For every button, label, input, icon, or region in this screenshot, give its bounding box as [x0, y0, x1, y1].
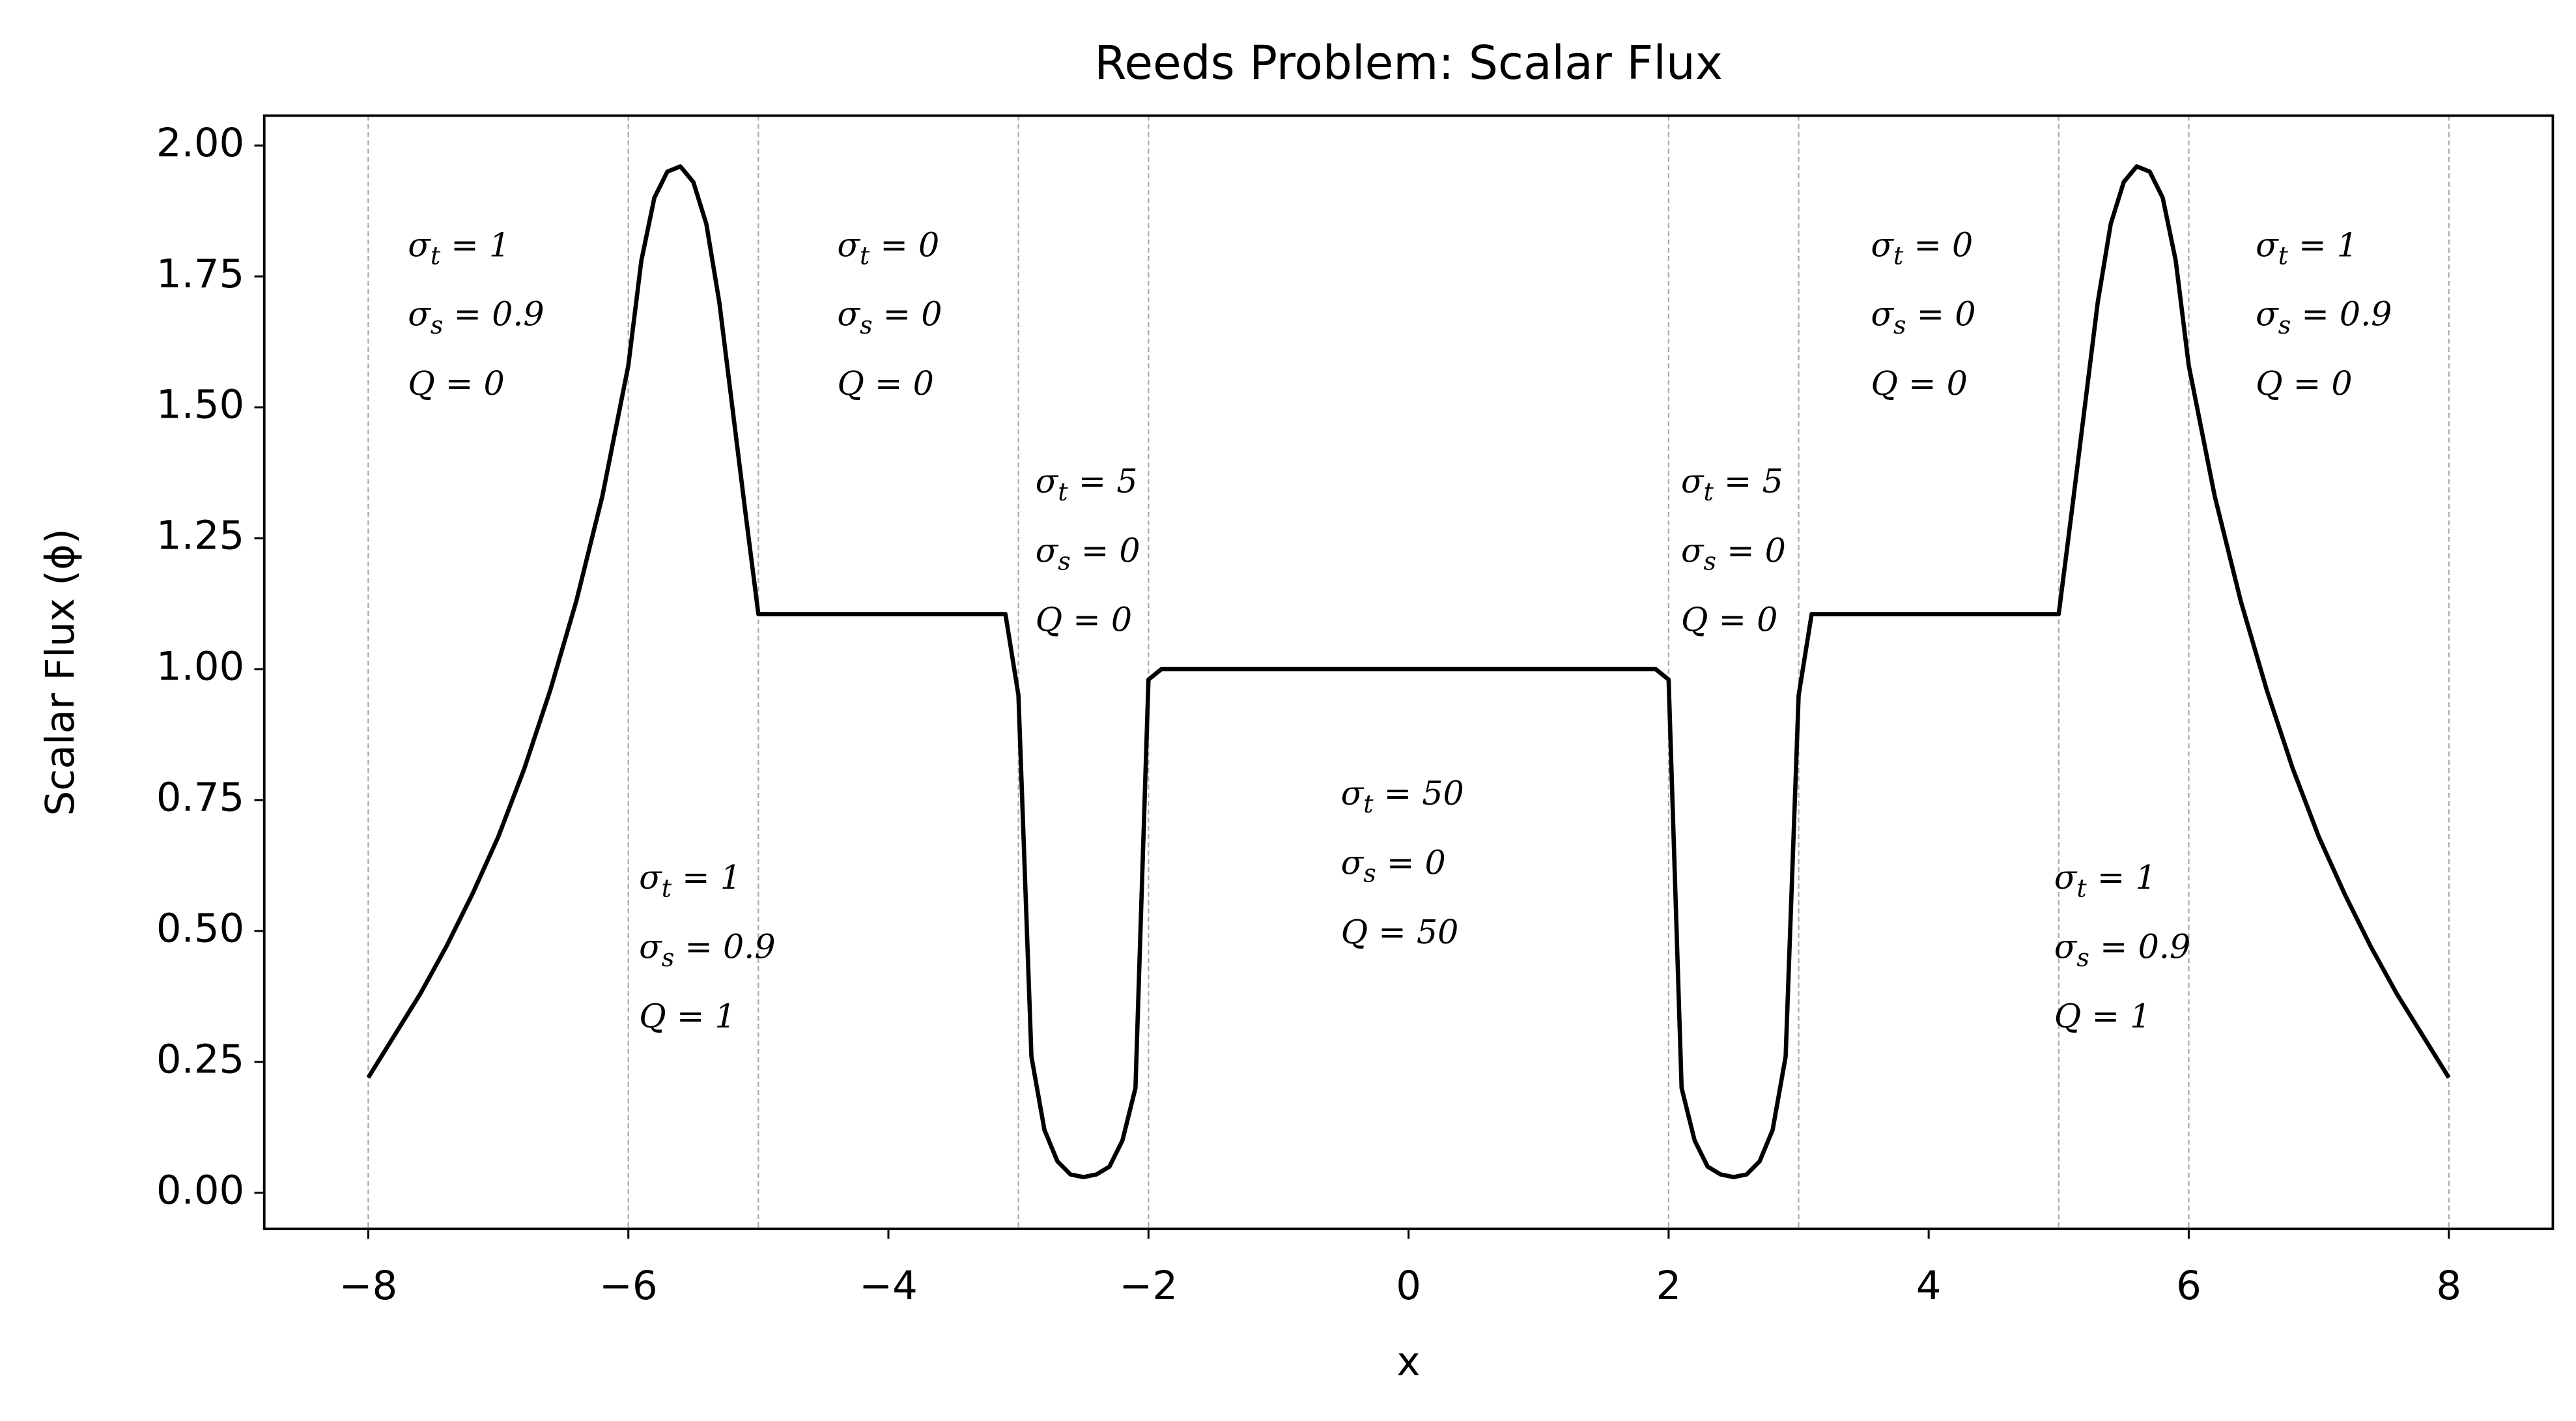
region-annotation: σs = 0 — [1871, 295, 1975, 339]
region-annotation: Q = 50 — [1341, 913, 1459, 951]
x-tick-label: 2 — [1656, 1263, 1682, 1309]
region-annotation: σt = 5 — [1681, 462, 1783, 506]
region-annotation: Q = 1 — [2054, 997, 2151, 1035]
region-annotation: σs = 0.9 — [2054, 928, 2190, 972]
x-tick-label: −4 — [859, 1263, 918, 1309]
region-annotation: Q = 0 — [2256, 364, 2353, 403]
x-tick-label: −8 — [339, 1263, 398, 1309]
region-annotation: σt = 1 — [639, 858, 741, 902]
region-annotation: σt = 1 — [2256, 225, 2358, 270]
x-tick-label: 0 — [1396, 1263, 1421, 1309]
x-tick-label: −2 — [1119, 1263, 1178, 1309]
plot-frame — [262, 114, 2555, 1231]
y-tick-label: 0.75 — [156, 775, 244, 821]
region-annotation: σs = 0 — [1341, 843, 1446, 887]
region-annotation: Q = 0 — [408, 364, 504, 403]
region-annotation: σs = 0 — [1681, 531, 1786, 575]
region-annotation: σt = 1 — [408, 225, 510, 270]
region-annotation: σs = 0.9 — [2256, 295, 2392, 339]
region-annotation: Q = 0 — [1036, 601, 1132, 639]
region-annotation: σt = 0 — [837, 225, 939, 270]
y-axis-label: Scalar Flux (ϕ) — [38, 528, 83, 816]
y-tick-label: 0.25 — [156, 1037, 244, 1082]
region-annotation: Q = 0 — [837, 364, 933, 403]
chart-title: Reeds Problem: Scalar Flux — [1094, 36, 1723, 90]
y-tick-label: 1.25 — [156, 513, 244, 559]
y-tick-label: 1.75 — [156, 251, 244, 297]
region-annotation: Q = 0 — [1681, 601, 1778, 639]
y-tick-label: 1.50 — [156, 382, 244, 428]
region-annotation: Q = 1 — [639, 997, 736, 1035]
region-annotation: σs = 0 — [1036, 531, 1140, 575]
y-tick-label: 1.00 — [156, 644, 244, 690]
region-annotation: σt = 1 — [2054, 858, 2157, 902]
region-annotation: σt = 50 — [1341, 774, 1464, 818]
x-tick-label: 8 — [2436, 1263, 2461, 1309]
region-annotation: σt = 0 — [1871, 225, 1973, 270]
x-axis-label: x — [1397, 1340, 1421, 1385]
x-tick-label: 6 — [2176, 1263, 2201, 1309]
y-tick-label: 0.50 — [156, 906, 244, 951]
flux-line — [366, 164, 2451, 1179]
y-tick-label: 0.00 — [156, 1168, 244, 1213]
x-tick-label: −6 — [599, 1263, 658, 1309]
region-annotation: σs = 0.9 — [639, 928, 775, 972]
region-annotation: Q = 0 — [1871, 364, 1968, 403]
region-annotation: σs = 0.9 — [408, 295, 544, 339]
region-annotation: σs = 0 — [837, 295, 942, 339]
x-tick-label: 4 — [1916, 1263, 1942, 1309]
region-annotation: σt = 5 — [1036, 462, 1138, 506]
y-tick-label: 2.00 — [156, 121, 244, 166]
